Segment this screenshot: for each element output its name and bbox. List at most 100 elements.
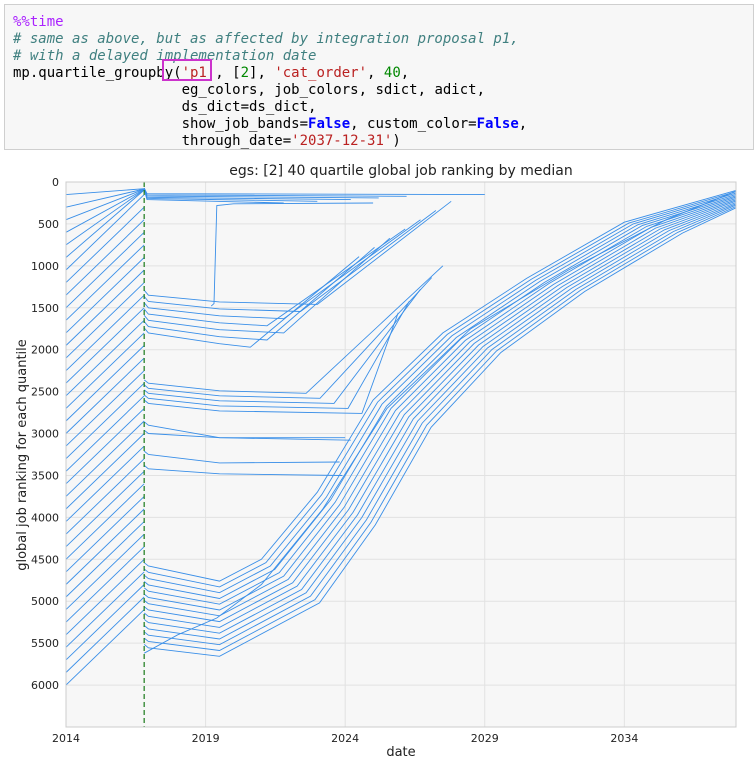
series-line	[143, 189, 284, 204]
code-kw: show_job_bands=	[181, 116, 309, 132]
code-date: '2037-12-31'	[291, 133, 393, 149]
code-sep: ],	[249, 65, 275, 81]
series-line	[65, 188, 145, 208]
y-tick-label: 0	[52, 176, 59, 189]
series-line	[65, 433, 145, 510]
series-line	[143, 277, 433, 399]
code-sep: ,	[518, 116, 528, 132]
y-tick-label: 2500	[31, 386, 59, 399]
code-editor[interactable]: %%time # same as above, but as affected …	[13, 14, 527, 150]
code-call: mp.quartile_groupby(	[13, 65, 182, 81]
y-tick-label: 3000	[31, 428, 59, 441]
series-line	[143, 228, 406, 327]
code-kw: through_date=	[181, 133, 292, 149]
series-line	[143, 219, 421, 320]
series-line	[65, 194, 145, 271]
highlight-box	[162, 59, 212, 81]
code-kw: , custom_color=	[350, 116, 477, 132]
series-line	[143, 190, 737, 654]
y-tick-label: 1000	[31, 260, 59, 273]
series-line	[143, 421, 346, 439]
series-line	[65, 294, 145, 372]
series-line	[143, 237, 391, 334]
x-tick-label: 2029	[471, 732, 499, 745]
y-tick-label: 500	[38, 218, 59, 231]
series-line	[65, 307, 145, 384]
code-num: 2	[240, 65, 250, 81]
series-line	[65, 282, 145, 359]
code-sep: ,	[400, 65, 410, 81]
series-line	[143, 207, 737, 657]
y-tick-label: 4000	[31, 511, 59, 524]
series-line	[143, 256, 360, 348]
series-line	[143, 289, 421, 404]
series-line	[65, 546, 145, 623]
y-tick-label: 5500	[31, 637, 59, 650]
series-line	[65, 244, 145, 321]
plot-area	[66, 182, 736, 727]
x-tick-label: 2034	[610, 732, 638, 745]
cell-magic: %%time	[13, 14, 64, 30]
series-line	[65, 508, 145, 585]
series-line	[143, 195, 737, 605]
series-line	[143, 202, 737, 634]
series-line	[143, 200, 452, 305]
series-lines	[65, 181, 737, 728]
series-line	[210, 202, 374, 307]
series-line	[65, 319, 145, 397]
series-line	[65, 584, 145, 661]
series-line	[65, 483, 145, 560]
series-line	[143, 199, 737, 623]
code-bool: False	[308, 116, 351, 132]
series-line	[143, 192, 737, 594]
code-comment-1: # same as above, but as affected by inte…	[13, 31, 519, 47]
code-line-6: ds_dict=ds_dict,	[181, 99, 317, 115]
series-line	[143, 300, 410, 409]
code-sep: ,	[367, 65, 384, 81]
series-line	[143, 429, 351, 441]
series-line	[65, 470, 145, 548]
chart-title: egs: [2] 40 quartile global job ranking …	[229, 163, 573, 179]
series-line	[65, 370, 145, 447]
code-arg-proposal: 'p1'	[181, 65, 216, 81]
series-line	[65, 596, 145, 673]
series-line	[65, 609, 145, 686]
y-tick-label: 6000	[31, 679, 59, 692]
series-line	[65, 188, 145, 196]
series-line	[143, 465, 343, 476]
series-line	[65, 189, 145, 258]
series-line	[65, 357, 145, 434]
code-line-5: eg_colors, job_colors, sdict, adict,	[181, 82, 486, 98]
series-line	[143, 189, 737, 582]
code-bool: False	[476, 116, 519, 132]
code-num: 40	[383, 65, 401, 81]
series-line	[65, 408, 145, 485]
series-line	[65, 445, 145, 522]
axis-ticks: 2014 2019 2024 2029 2034 0 500 1000 1500 2000 2500…	[31, 176, 638, 745]
x-tick-label: 2014	[52, 732, 80, 745]
series-line	[65, 219, 145, 296]
code-arg-order: 'cat_order'	[274, 65, 368, 81]
code-sep: , [	[215, 65, 241, 81]
series-line	[65, 188, 145, 221]
code-comment-2: # with a delayed implementation date	[13, 48, 317, 64]
series-line	[143, 204, 737, 646]
series-line	[143, 247, 375, 341]
series-line	[65, 533, 145, 610]
series-line	[143, 191, 737, 588]
code-cell-input[interactable]: %%time # same as above, but as affected …	[4, 4, 754, 150]
y-tick-label: 1500	[31, 302, 59, 315]
series-line	[65, 189, 145, 233]
series-line	[65, 189, 145, 246]
series-line	[65, 395, 145, 472]
series-line	[65, 420, 145, 497]
series-line	[65, 206, 145, 283]
x-axis-label: date	[386, 745, 415, 760]
series-line	[65, 257, 145, 334]
series-line	[143, 312, 399, 414]
series-line	[143, 450, 340, 464]
series-line	[65, 571, 145, 648]
series-line	[65, 458, 145, 535]
series-line	[143, 206, 737, 651]
